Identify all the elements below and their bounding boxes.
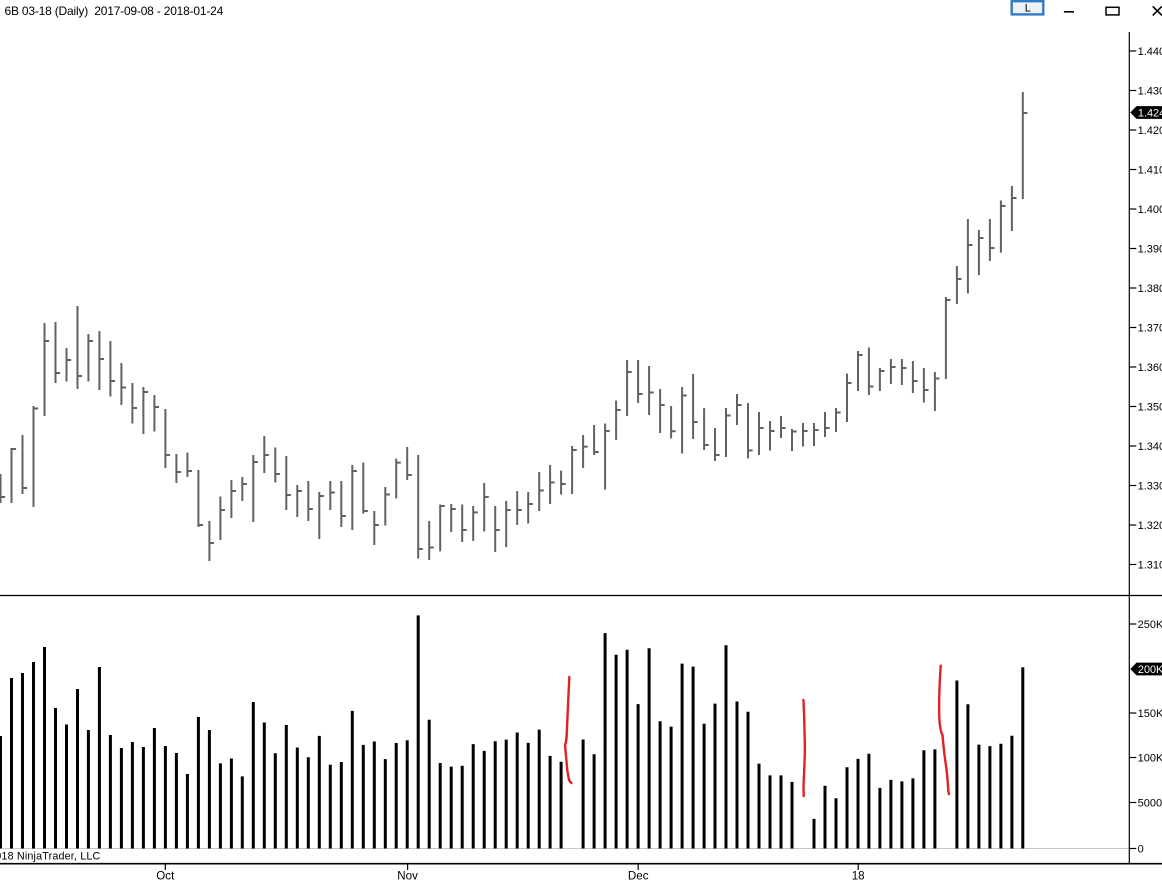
- svg-text:Dec: Dec: [628, 870, 649, 880]
- svg-text:1.310: 1.310: [1138, 560, 1162, 572]
- svg-text:150K: 150K: [1138, 708, 1162, 720]
- svg-text:L: L: [1025, 2, 1031, 14]
- svg-text:1.424: 1.424: [1138, 108, 1162, 120]
- svg-text:1.360: 1.360: [1138, 362, 1162, 374]
- svg-text:6B 03-18 (Daily) 2017-09-08 -: 6B 03-18 (Daily) 2017-09-08 - 2018-01-24: [5, 4, 224, 18]
- svg-text:1.440: 1.440: [1138, 46, 1162, 58]
- svg-text:1.320: 1.320: [1138, 520, 1162, 532]
- svg-text:100K: 100K: [1138, 753, 1162, 765]
- svg-text:1.350: 1.350: [1138, 402, 1162, 414]
- svg-text:1.430: 1.430: [1138, 86, 1162, 98]
- svg-text:0: 0: [1138, 844, 1144, 856]
- svg-text:1.330: 1.330: [1138, 481, 1162, 493]
- svg-text:1.400: 1.400: [1138, 204, 1162, 216]
- svg-text:1.380: 1.380: [1138, 283, 1162, 295]
- svg-text:Nov: Nov: [397, 870, 418, 880]
- svg-text:250K: 250K: [1138, 619, 1162, 631]
- svg-text:1.340: 1.340: [1138, 441, 1162, 453]
- svg-text:1.420: 1.420: [1138, 125, 1162, 137]
- svg-text:1.410: 1.410: [1138, 165, 1162, 177]
- svg-text:Oct: Oct: [156, 870, 175, 880]
- svg-text:18: 18: [852, 870, 865, 880]
- svg-text:1.390: 1.390: [1138, 244, 1162, 256]
- svg-text:©2018 NinjaTrader, LLC: ©2018 NinjaTrader, LLC: [0, 851, 101, 863]
- svg-text:200K: 200K: [1138, 664, 1162, 676]
- svg-text:1.370: 1.370: [1138, 323, 1162, 335]
